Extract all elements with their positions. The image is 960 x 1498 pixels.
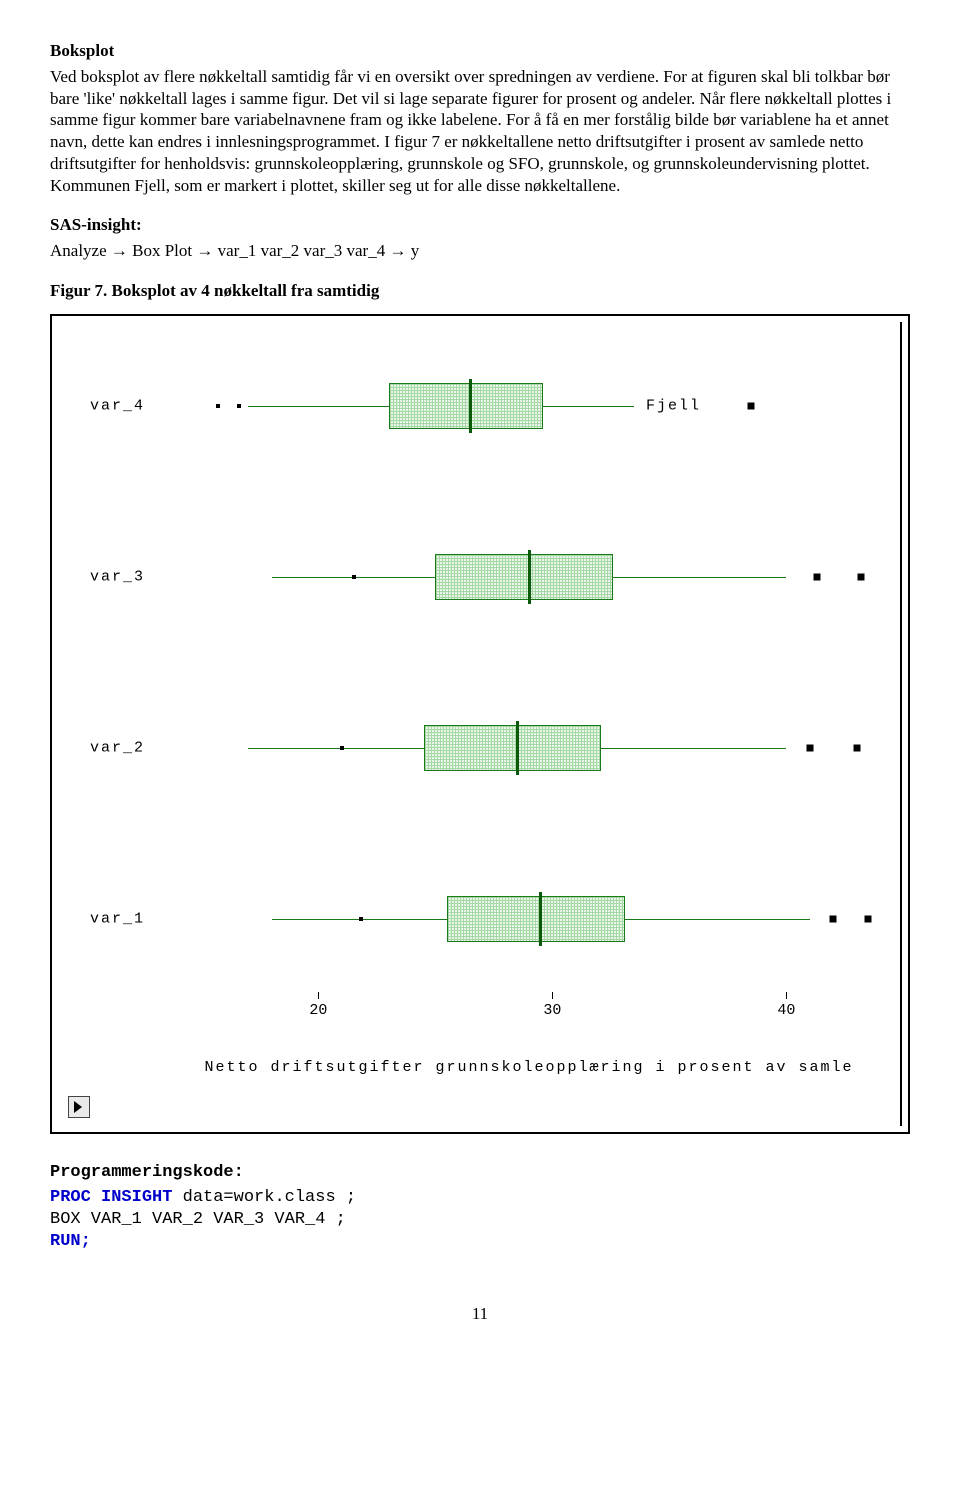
- figure-caption: Figur 7. Boksplot av 4 nøkkeltall fra sa…: [50, 280, 910, 302]
- box: [447, 896, 625, 942]
- code-line-1: PROC INSIGHT data=work.class ;: [50, 1187, 910, 1209]
- boxplot-row: var_1: [178, 884, 880, 954]
- x-tick-label: 20: [309, 1002, 327, 1019]
- median-line: [528, 550, 531, 604]
- chart-inner: var_4Fjellvar_3var_2var_1 203040 Netto d…: [58, 322, 902, 1126]
- outlier-marker: [865, 916, 872, 923]
- keyword: RUN;: [50, 1232, 91, 1251]
- median-line: [516, 721, 519, 775]
- whisker-low: [248, 406, 388, 407]
- y-axis-label: var_1: [90, 911, 145, 928]
- boxplot-row: var_3: [178, 542, 880, 612]
- box: [424, 725, 602, 771]
- outlier-marker: [340, 746, 344, 750]
- box: [389, 383, 543, 429]
- text: var_1 var_2 var_3 var_4: [213, 241, 389, 260]
- body-paragraph: Ved boksplot av flere nøkkeltall samtidi…: [50, 66, 910, 197]
- box: [435, 554, 613, 600]
- median-line: [469, 379, 472, 433]
- outlier-marker: [216, 404, 220, 408]
- whisker-high: [599, 748, 786, 749]
- play-icon[interactable]: [68, 1096, 90, 1118]
- code-line-3: RUN;: [50, 1231, 910, 1253]
- y-axis-label: var_4: [90, 397, 145, 414]
- whisker-low: [248, 748, 424, 749]
- keyword: PROC INSIGHT: [50, 1188, 172, 1207]
- plot-area: var_4Fjell var_3 var_2 var_1: [178, 352, 880, 986]
- outlier-marker: [830, 916, 837, 923]
- outlier-marker: [806, 744, 813, 751]
- boxplot-chart: var_4Fjellvar_3var_2var_1 203040 Netto d…: [50, 314, 910, 1134]
- outlier-marker: [359, 917, 363, 921]
- x-tick-label: 40: [777, 1002, 795, 1019]
- outlier-marker: [352, 575, 356, 579]
- text: data=work.class ;: [172, 1188, 356, 1207]
- x-axis: 20 30 40: [178, 996, 880, 1016]
- page-number: 11: [50, 1304, 910, 1324]
- annotation-label: Fjell: [646, 397, 701, 414]
- x-tick-label: 30: [543, 1002, 561, 1019]
- whisker-high: [623, 919, 810, 920]
- whisker-high: [611, 577, 787, 578]
- sas-command-line: Analyze → Box Plot → var_1 var_2 var_3 v…: [50, 240, 910, 262]
- outlier-marker: [858, 573, 865, 580]
- boxplot-row: var_2: [178, 713, 880, 783]
- sas-insight-label: SAS-insight:: [50, 214, 910, 236]
- code-line-2: BOX VAR_1 VAR_2 VAR_3 VAR_4 ;: [50, 1209, 910, 1231]
- outlier-marker: [813, 573, 820, 580]
- median-line: [539, 892, 542, 946]
- outlier-marker: [748, 402, 755, 409]
- outlier-marker: [853, 744, 860, 751]
- x-tick: [786, 992, 787, 999]
- code-block: Programmeringskode: PROC INSIGHT data=wo…: [50, 1162, 910, 1254]
- section-heading: Boksplot: [50, 40, 910, 62]
- outlier-marker: [237, 404, 241, 408]
- text: Box Plot: [128, 241, 197, 260]
- x-axis-title: Netto driftsutgifter grunnskoleopplæring…: [178, 1059, 880, 1076]
- boxplot-row: var_4Fjell: [178, 371, 880, 441]
- y-axis-label: var_2: [90, 739, 145, 756]
- text: y: [406, 241, 419, 260]
- whisker-high: [541, 406, 635, 407]
- x-tick: [318, 992, 319, 999]
- x-tick: [552, 992, 553, 999]
- text: Analyze: [50, 241, 111, 260]
- code-heading: Programmeringskode:: [50, 1162, 910, 1184]
- y-axis-label: var_3: [90, 568, 145, 585]
